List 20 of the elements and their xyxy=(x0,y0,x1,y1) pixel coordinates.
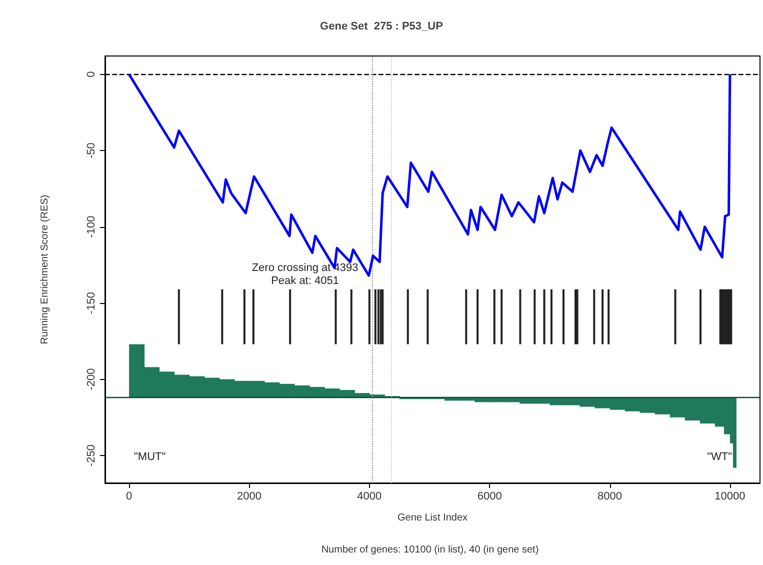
x-axis-title: Gene List Index xyxy=(397,512,468,524)
x-tick-label: 4000 xyxy=(357,490,382,502)
y-axis-title: Running Enrichment Score (RES) xyxy=(40,194,50,344)
y-tick-label: -50 xyxy=(86,142,98,159)
x-tick-label: 0 xyxy=(126,490,132,502)
y-tick-label: -100 xyxy=(86,216,98,238)
y-tick-label: -150 xyxy=(86,292,98,314)
chart-subtitle: Gene Set 275 : P53_UP xyxy=(320,20,443,32)
text: Number of genes: 10100 (in list), 40 (in gene set) xyxy=(321,544,539,556)
y-tick-label: -250 xyxy=(86,444,98,467)
x-tick-label: 10000 xyxy=(714,490,746,502)
annotation: Peak at: 4051 xyxy=(271,275,339,287)
x-tick-label: 2000 xyxy=(236,490,262,502)
x-tick-label: 8000 xyxy=(598,490,622,502)
y-tick-label: 0 xyxy=(86,71,98,78)
annotation: "MUT" xyxy=(134,451,166,463)
x-tick-label: 6000 xyxy=(477,490,502,502)
annotation: "WT" xyxy=(707,451,732,463)
y-tick-label: -200 xyxy=(86,368,98,390)
annotation: Zero crossing at 4393 xyxy=(252,262,358,274)
